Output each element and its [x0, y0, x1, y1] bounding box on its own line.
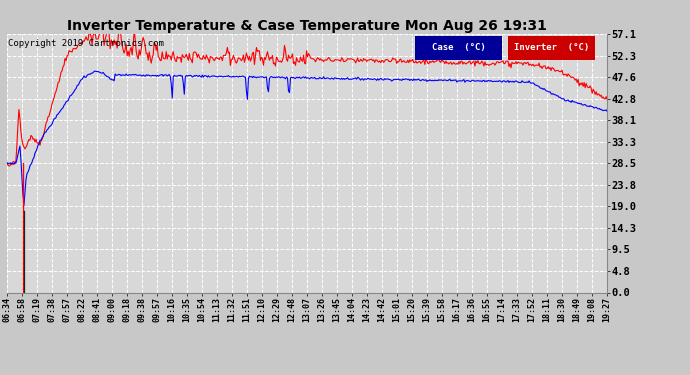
Title: Inverter Temperature & Case Temperature Mon Aug 26 19:31: Inverter Temperature & Case Temperature … [67, 19, 547, 33]
Text: Copyright 2019 Cartronics.com: Copyright 2019 Cartronics.com [8, 39, 164, 48]
